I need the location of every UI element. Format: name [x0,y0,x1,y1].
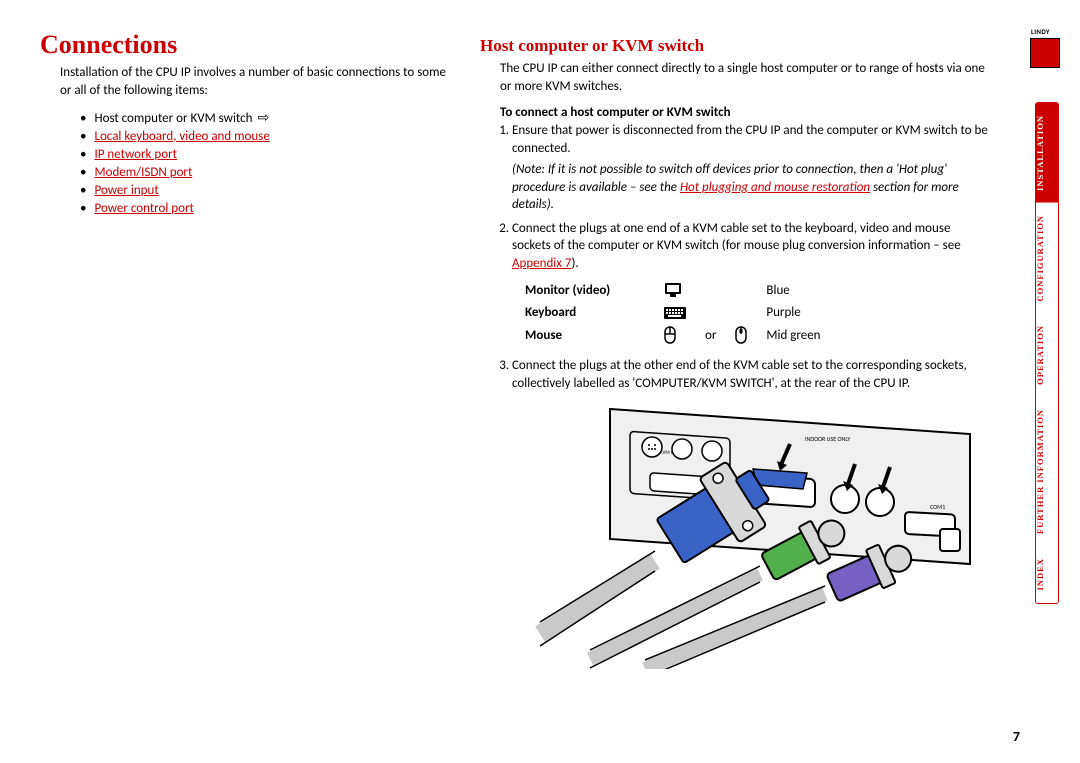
connection-diagram: INDOOR USE ONLY KVM CONSOLE COM1 MODEM [525,399,990,673]
link[interactable]: Local keyboard, video and mouse [94,129,269,144]
section-title: Host computer or KVM switch [480,36,990,56]
step-2: Connect the plugs at one end of a KVM ca… [512,220,990,273]
section-intro: The CPU IP can either connect directly t… [500,60,990,95]
list-item[interactable]: Power control port [80,201,450,216]
keyboard-icon [663,302,705,323]
svg-text:INDOOR USE ONLY: INDOOR USE ONLY [805,435,850,443]
link[interactable]: Power input [94,183,158,198]
link[interactable]: Modem/ISDN port [94,165,192,180]
steps-list-cont: Connect the plugs at the other end of th… [512,357,990,392]
brand-logo [1030,38,1060,68]
connector-label: Monitor (video) [525,278,663,302]
subheading: To connect a host computer or KVM switch [500,105,990,120]
side-nav: INSTALLATIONCONFIGURATIONOPERATIONFURTHE… [1030,38,1064,604]
nav-tab[interactable]: INSTALLATION [1036,103,1058,203]
arrow-icon: ⇨ [254,109,269,126]
step-1: Ensure that power is disconnected from t… [512,122,990,214]
appendix-link[interactable]: Appendix 7 [512,256,571,271]
table-row: Monitor (video) Blue [525,278,839,302]
steps-list: Ensure that power is disconnected from t… [512,122,990,272]
nav-tab[interactable]: OPERATION [1036,313,1058,397]
list-item[interactable]: Power input [80,183,450,198]
step-3: Connect the plugs at the other end of th… [512,357,990,392]
list-item: Host computer or KVM switch ⇨ [80,109,450,126]
intro-text: Installation of the CPU IP involves a nu… [60,64,450,99]
connector-label: Mouse [525,323,663,347]
link[interactable]: IP network port [94,147,177,162]
table-row: Mouse or Mid green [525,323,839,347]
page-title: Connections [40,30,450,60]
list-item[interactable]: Modem/ISDN port [80,165,450,180]
list-item[interactable]: IP network port [80,147,450,162]
color-label: Blue [766,278,838,302]
left-column: Connections Installation of the CPU IP i… [40,30,480,763]
connection-list: Host computer or KVM switch ⇨ Local keybo… [80,109,450,216]
right-column: Host computer or KVM switch The CPU IP c… [480,30,1000,763]
hot-plug-link[interactable]: Hot plugging and mouse restoration [680,180,870,195]
link[interactable]: Power control port [94,201,193,216]
nav-tab[interactable]: CONFIGURATION [1036,203,1058,314]
connector-table: Monitor (video) Blue Keyboard Purple Mouse or… [525,278,839,347]
monitor-icon [663,278,705,302]
svg-text:COM1: COM1 [930,503,945,511]
mid-text: or [705,323,734,347]
nav-tab[interactable]: FURTHER INFORMATION [1036,397,1058,546]
table-row: Keyboard Purple [525,302,839,323]
mid-text [705,278,734,302]
page-number: 7 [1013,728,1020,745]
mouse2-icon [734,323,766,347]
mouse-icon [663,323,705,347]
note: (Note: If it is not possible to switch o… [512,161,990,214]
nav-tabs: INSTALLATIONCONFIGURATIONOPERATIONFURTHE… [1035,102,1059,604]
list-item[interactable]: Local keyboard, video and mouse [80,129,450,144]
nav-tab[interactable]: INDEX [1036,546,1058,602]
connector-label: Keyboard [525,302,663,323]
color-label: Mid green [766,323,838,347]
mid-text [705,302,734,323]
color-label: Purple [766,302,838,323]
